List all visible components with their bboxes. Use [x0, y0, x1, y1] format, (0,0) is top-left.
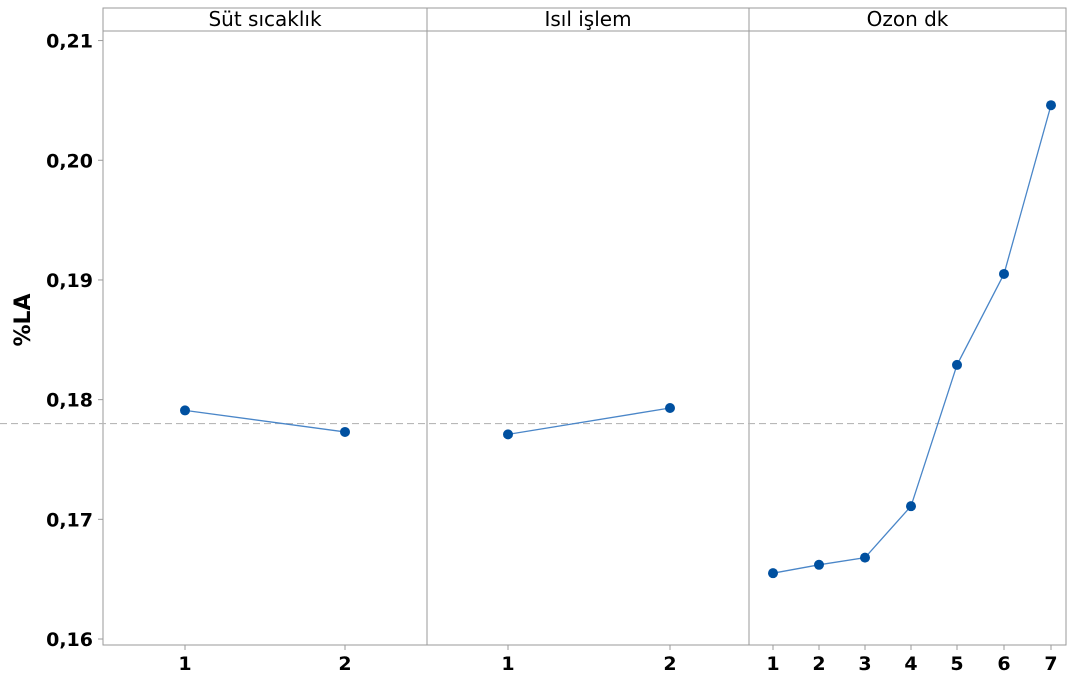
data-point [1046, 100, 1056, 111]
panel-title: Süt sıcaklık [208, 7, 321, 31]
data-point [860, 552, 870, 563]
panel-title: Ozon dk [867, 7, 949, 31]
x-tick-label: 1 [178, 653, 191, 675]
data-point [768, 568, 778, 579]
x-tick-label: 1 [766, 653, 779, 675]
y-tick-label: 0,16 [46, 629, 93, 651]
panel-title: Isıl işlem [544, 7, 631, 31]
data-point [814, 559, 824, 570]
data-point [665, 403, 675, 414]
y-tick-label: 0,20 [46, 150, 93, 172]
plot-frame [102, 7, 1067, 646]
x-tick-label: 2 [812, 653, 825, 675]
x-tick-label: 6 [997, 653, 1010, 675]
y-tick-label: 0,17 [46, 509, 93, 531]
x-tick-label: 5 [950, 653, 963, 675]
x-tick-label: 1 [501, 653, 514, 675]
data-point [906, 501, 916, 512]
series-line [184, 409, 346, 433]
x-tick-label: 2 [338, 653, 351, 675]
data-point [503, 429, 513, 440]
x-tick-label: 7 [1044, 653, 1057, 675]
y-tick-label: 0,18 [46, 390, 93, 412]
y-tick-label: 0,19 [46, 270, 93, 292]
y-tick-label: 0,21 [46, 31, 93, 53]
x-tick-label: 4 [904, 653, 917, 675]
y-axis-label: %LA [11, 293, 36, 346]
data-point [180, 405, 190, 416]
x-tick-label: 3 [858, 653, 871, 675]
data-point [952, 359, 962, 370]
data-point [340, 426, 350, 437]
x-tick-label: 2 [663, 653, 676, 675]
data-point [999, 268, 1009, 279]
series-line [507, 407, 671, 435]
